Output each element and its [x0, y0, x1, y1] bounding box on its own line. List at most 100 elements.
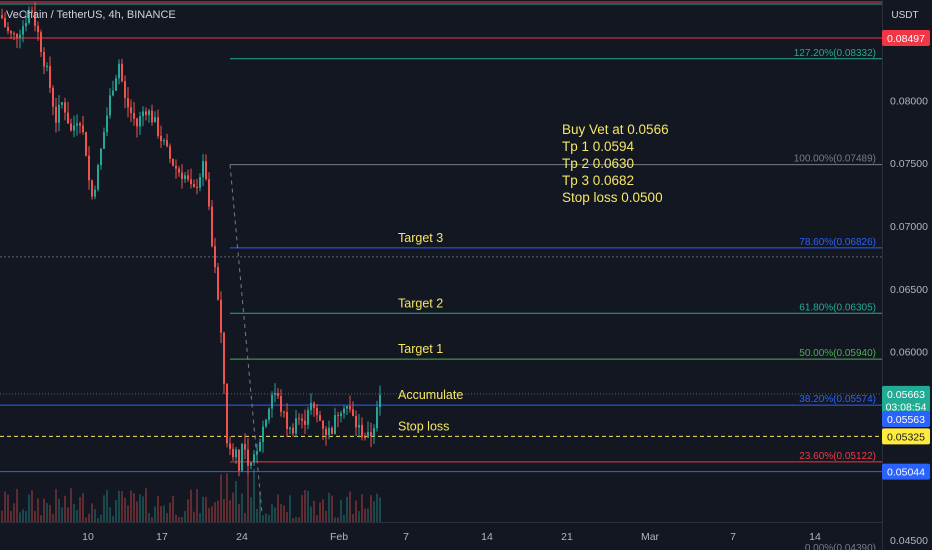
volume-bar [358, 511, 360, 522]
candle-body [79, 123, 81, 126]
candle-body [49, 65, 51, 88]
candle-body [304, 420, 306, 425]
candle-body [91, 180, 93, 197]
volume-bar [151, 517, 153, 522]
symbol-title: VeChain / TetherUS, 4h, BINANCE [6, 9, 176, 21]
volume-bar [259, 492, 261, 522]
candle-body [283, 411, 285, 413]
candle-body [349, 406, 351, 410]
candle-body [286, 412, 288, 429]
candle-body [109, 95, 111, 116]
volume-bar [97, 517, 99, 522]
candle-body [187, 175, 189, 180]
candle-body [358, 424, 360, 428]
volume-bar [31, 490, 33, 522]
candle-body [73, 125, 75, 131]
candle-body [106, 115, 108, 133]
volume-bar [364, 508, 366, 522]
volume-bar [166, 513, 168, 522]
candle-body [310, 403, 312, 411]
candle-body [346, 406, 348, 409]
candle-body [334, 415, 336, 435]
price-label-text: 0.05325 [887, 431, 925, 443]
candle-body [52, 87, 54, 107]
volume-bar [184, 511, 186, 522]
level-annotation: Target 3 [398, 231, 443, 245]
note-line: Tp 3 0.0682 [562, 173, 635, 188]
volume-bar [247, 475, 249, 522]
volume-bar [286, 511, 288, 522]
candle-body [13, 33, 15, 35]
volume-bar [25, 511, 27, 522]
fib-trendline [229, 164, 263, 514]
price-label-text: 0.05563 [887, 414, 925, 426]
candle-body [157, 117, 159, 136]
candle-body [250, 462, 252, 466]
y-tick-label: 0.07500 [890, 158, 928, 170]
candle-body [196, 186, 198, 188]
volume-bar [94, 509, 96, 522]
volume-bar [115, 499, 117, 522]
volume-bar [232, 492, 234, 522]
candle-body [22, 26, 24, 35]
candle-body [268, 408, 270, 420]
volume-bar [313, 500, 315, 522]
volume-bar [268, 514, 270, 522]
candle-body [256, 451, 258, 455]
price-label-box [882, 463, 930, 480]
volume-bar [37, 498, 39, 522]
price-label-box [882, 398, 930, 415]
x-tick-label: 10 [82, 531, 94, 543]
volume-bar [280, 504, 282, 522]
candle-body [337, 415, 339, 417]
candle-body [322, 420, 324, 429]
note-line: Buy Vet at 0.0566 [562, 122, 669, 137]
volume-bar [301, 495, 303, 522]
volume-bar [91, 503, 93, 522]
candle-body [232, 448, 234, 458]
price-label-text: 0.05044 [887, 467, 925, 479]
volume-bar [154, 506, 156, 522]
volume-bar [175, 514, 177, 522]
volume-bar [340, 499, 342, 522]
candle-body [151, 110, 153, 123]
price-label-box [882, 428, 930, 445]
candle-body [199, 177, 201, 188]
volume-bar [55, 488, 57, 522]
volume-bar [343, 515, 345, 522]
volume-bar [73, 503, 75, 522]
volume-bar [121, 491, 123, 522]
volume-bar [304, 490, 306, 522]
volume-bar [295, 517, 297, 522]
candle-body [103, 132, 105, 149]
volume-bar [325, 510, 327, 522]
y-tick-label: 0.06000 [890, 347, 928, 359]
candle-body [361, 424, 363, 438]
candle-body [76, 123, 78, 126]
volume-bar [337, 517, 339, 522]
candle-body [295, 418, 297, 434]
candle-body [64, 102, 66, 113]
volume-bar [172, 495, 174, 522]
volume-bar [148, 512, 150, 522]
candle-body [112, 90, 114, 96]
volume-bar [355, 500, 357, 522]
x-tick-label: 24 [236, 531, 248, 543]
candle-body [292, 427, 294, 434]
candle-body [82, 125, 84, 133]
volume-bar [127, 505, 129, 522]
volume-bar [238, 504, 240, 522]
volume-bar [58, 498, 60, 522]
volume-bar [379, 497, 381, 522]
volume-bar [100, 514, 102, 522]
volume-bar [178, 517, 180, 522]
volume-bar [361, 494, 363, 522]
volume-bar [64, 495, 66, 522]
candle-body [193, 184, 195, 187]
volume-bar [262, 515, 264, 522]
candle-body [376, 407, 378, 429]
volume-bar [88, 513, 90, 522]
volume-bar [250, 497, 252, 522]
candle-body [61, 102, 63, 105]
